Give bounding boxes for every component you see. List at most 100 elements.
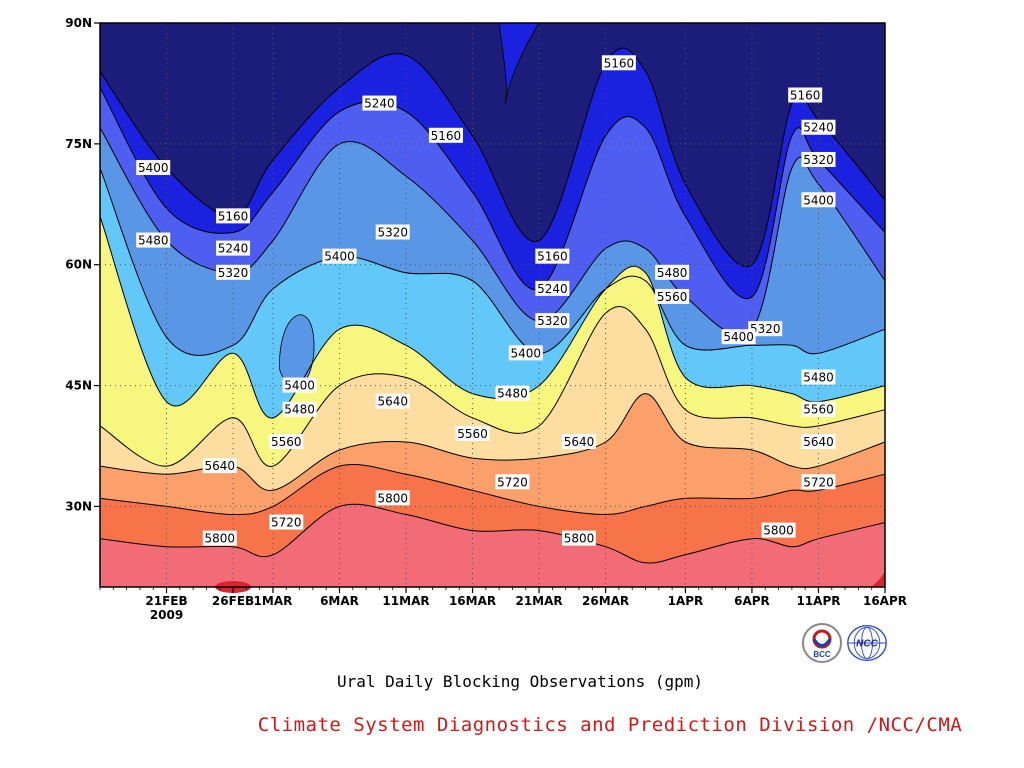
contour-label-box [216, 240, 251, 256]
contour-line [99, 87, 886, 300]
contour-fills [100, 22, 885, 593]
contour-label: 5160 [788, 87, 823, 103]
contour-label-text: 5720 [271, 516, 302, 530]
contour-label-box [282, 377, 317, 393]
contour-label: 5640 [801, 433, 836, 449]
contour-label-text: 5320 [218, 266, 249, 280]
contour-label-box [455, 425, 490, 441]
x-tick-label: 1MAR [254, 594, 293, 608]
contour-label-box [269, 433, 304, 449]
contour-label: 5480 [495, 385, 530, 401]
contour-label: 5240 [801, 119, 836, 135]
contour-label-box [561, 530, 596, 546]
contour-label-text: 5560 [457, 427, 488, 441]
contour-label-box [202, 458, 237, 474]
contour-label: 5400 [282, 377, 317, 393]
x-tick-label: 6APR [734, 594, 770, 608]
contour-label-box [801, 401, 836, 417]
plot-frame [99, 22, 886, 588]
contour-line [99, 464, 886, 516]
contour-label-box [136, 232, 171, 248]
contour-label-box [362, 95, 397, 111]
contour-fill-band [871, 571, 885, 587]
x-tick-label: 26MAR [582, 594, 629, 608]
contour-label: 5720 [801, 474, 836, 490]
contour-line [99, 47, 886, 268]
contour-label-text: 5160 [431, 129, 462, 143]
contour-label-text: 5240 [803, 121, 834, 135]
contour-label-text: 5400 [284, 379, 315, 393]
contour-label-text: 5160 [790, 89, 821, 103]
contour-label-text: 5240 [218, 242, 249, 256]
contour-label-box [761, 522, 796, 538]
ncc-logo: NCC [847, 624, 887, 662]
contour-label-box [801, 369, 836, 385]
contour-label-box [495, 474, 530, 490]
contour-label-box [721, 329, 756, 345]
contour-label: 5160 [428, 127, 463, 143]
contour-label-box [655, 288, 690, 304]
contour-label: 5400 [322, 248, 357, 264]
x-tick-label: 21FEB [145, 594, 187, 608]
contour-label-box [601, 55, 636, 71]
contour-label-box [535, 280, 570, 296]
contour-label: 5560 [269, 433, 304, 449]
contour-label: 5560 [801, 401, 836, 417]
contour-label-box [748, 321, 783, 337]
contour-label: 5480 [282, 401, 317, 417]
contour-label-box [508, 345, 543, 361]
contour-label: 5160 [216, 208, 251, 224]
contour-label: 5400 [801, 192, 836, 208]
contour-label: 5320 [375, 224, 410, 240]
x-tick-label: 11MAR [382, 594, 429, 608]
chart-title: Ural Daily Blocking Observations (gpm) [336, 672, 704, 691]
y-tick-label: 45N [65, 379, 92, 393]
y-tick-label: 60N [65, 258, 92, 272]
x-tick-label: 26FEB [212, 594, 254, 608]
contour-label-text: 5480 [803, 371, 834, 385]
contour-label-text: 5480 [657, 266, 688, 280]
contour-label-box [375, 490, 410, 506]
contour-line [99, 167, 886, 356]
contour-label-text: 5320 [803, 153, 834, 167]
x-tick-label: 16APR [863, 594, 907, 608]
y-tick-label: 90N [65, 16, 92, 30]
contour-label-text: 5240 [537, 282, 568, 296]
y-tick-label: 30N [65, 499, 92, 513]
contour-label: 5720 [269, 514, 304, 530]
contour-label: 5560 [655, 288, 690, 304]
x-tick-label: 6MAR [320, 594, 359, 608]
contour-label: 5480 [655, 264, 690, 280]
contour-labels: 5400 5480 5160 5240 5320 5240 5400 5320 5160 5400… [136, 55, 836, 546]
contour-label-text: 5640 [377, 395, 408, 409]
contour-label-box [801, 192, 836, 208]
contour-label-box [428, 127, 463, 143]
x-tick-label: 1APR [668, 594, 704, 608]
contour-label: 5640 [561, 433, 596, 449]
contour-label-box [375, 224, 410, 240]
x-tick-label: 11APR [796, 594, 840, 608]
contour-label-text: 5640 [803, 435, 834, 449]
contour-label-box [322, 248, 357, 264]
contour-label: 5800 [375, 490, 410, 506]
contour-label: 5240 [535, 280, 570, 296]
contour-label-text: 5800 [564, 532, 595, 546]
contour-label: 5800 [202, 530, 237, 546]
contour-label-text: 5720 [803, 475, 834, 489]
contour-label-text: 5320 [377, 225, 408, 239]
contour-label: 5160 [601, 55, 636, 71]
contour-label: 5720 [495, 474, 530, 490]
contour-label-box [495, 385, 530, 401]
contour-label-text: 5400 [803, 193, 834, 207]
contour-label: 5800 [561, 530, 596, 546]
contour-label-text: 5320 [750, 322, 781, 336]
contour-label-box [801, 119, 836, 135]
contour-label-text: 5640 [204, 459, 235, 473]
contour-label-box [655, 264, 690, 280]
contour-label-box [535, 313, 570, 329]
contour-label: 5400 [508, 345, 543, 361]
contour-label: 5480 [801, 369, 836, 385]
contour-label-text: 5560 [803, 403, 834, 417]
contour-label: 5240 [216, 240, 251, 256]
